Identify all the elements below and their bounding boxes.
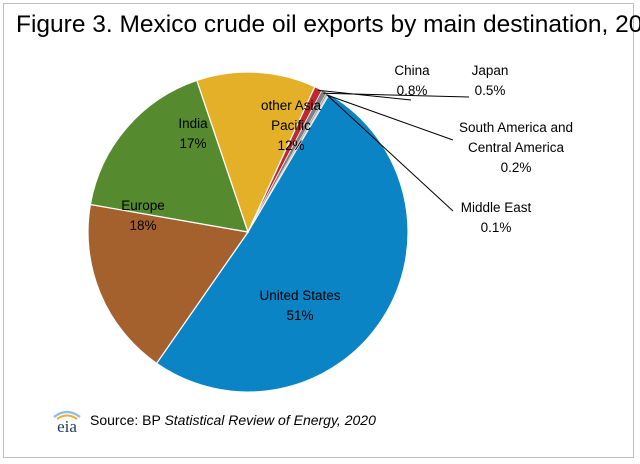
slice-value-middle-east: 0.1% bbox=[481, 220, 512, 235]
leader-line-japan bbox=[323, 92, 470, 98]
slice-name-india: India bbox=[178, 116, 208, 131]
leader-line-middle-east bbox=[327, 95, 454, 212]
slice-value-china: 0.8% bbox=[397, 83, 428, 98]
pie-slice-europe bbox=[87, 203, 250, 365]
leader-lines bbox=[317, 89, 470, 212]
leader-line-south-america-and-central-america bbox=[326, 94, 454, 141]
source-prefix: Source: BP bbox=[90, 412, 165, 428]
slice-name-china: China bbox=[394, 63, 430, 78]
slice-name-europe: Europe bbox=[121, 198, 165, 213]
chart-title: Figure 3. Mexico crude oil exports by ma… bbox=[16, 11, 640, 38]
slice-name-middle-east: Middle East bbox=[461, 200, 532, 215]
eia-logo-icon: eia bbox=[53, 410, 81, 435]
source-publication: Statistical Review of Energy, 2020 bbox=[164, 412, 376, 428]
slice-name-south-america-and-central-america: Central America bbox=[468, 140, 565, 155]
slice-value-europe: 18% bbox=[129, 218, 156, 233]
slice-name-united-states: United States bbox=[259, 288, 340, 303]
slice-value-japan: 0.5% bbox=[475, 83, 506, 98]
slice-name-south-america-and-central-america: South America and bbox=[459, 120, 573, 135]
slice-name-japan: Japan bbox=[472, 63, 509, 78]
source-text: Source: BP Statistical Review of Energy,… bbox=[90, 412, 376, 428]
slice-labels: United States 51% Europe 18% India 17% other A… bbox=[121, 63, 573, 323]
source-footer: eia Source: BP Statistical Review of Ene… bbox=[48, 405, 376, 435]
slice-value-united-states: 51% bbox=[286, 308, 313, 323]
slice-name-other-asia-pacific: Pacific bbox=[271, 118, 311, 133]
slice-name-other-asia-pacific: other Asia bbox=[261, 98, 322, 113]
eia-logo-text: eia bbox=[57, 417, 77, 435]
slice-value-south-america-and-central-america: 0.2% bbox=[501, 160, 532, 175]
slice-value-india: 17% bbox=[179, 136, 206, 151]
pie-slices bbox=[87, 71, 409, 393]
pie-slice-other-asia-pacific bbox=[196, 71, 316, 234]
pie-slice-united-states bbox=[155, 93, 409, 393]
pie-slice-india bbox=[89, 79, 249, 233]
leader-line-china bbox=[317, 89, 412, 101]
slice-value-other-asia-pacific: 12% bbox=[277, 138, 304, 153]
